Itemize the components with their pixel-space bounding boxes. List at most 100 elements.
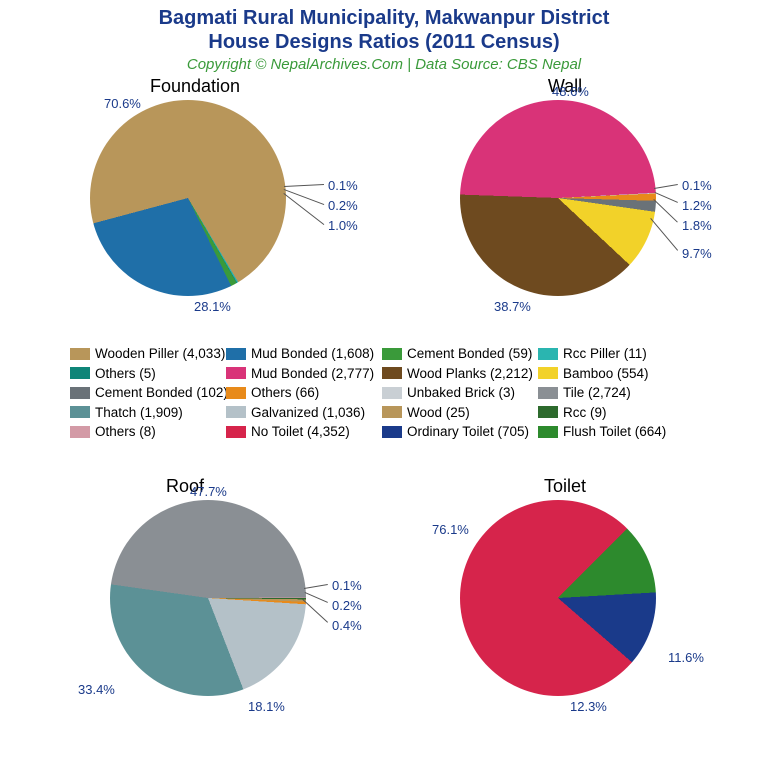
toilet-pie bbox=[460, 500, 656, 696]
legend-swatch bbox=[70, 387, 90, 399]
legend-item: Others (66) bbox=[226, 383, 382, 403]
legend-item: Cement Bonded (102) bbox=[70, 383, 226, 403]
wall-chart: Wall 48.6%38.7%0.1%1.2%1.8%9.7% bbox=[460, 100, 670, 320]
leader-line bbox=[305, 592, 328, 603]
legend-swatch bbox=[70, 348, 90, 360]
legend-item: Unbaked Brick (3) bbox=[382, 383, 538, 403]
legend-item: Others (8) bbox=[70, 422, 226, 442]
pct-label: 1.0% bbox=[328, 218, 358, 233]
main-title: Bagmati Rural Municipality, Makwanpur Di… bbox=[0, 0, 768, 54]
legend-label: Thatch (1,909) bbox=[95, 403, 183, 423]
legend-swatch bbox=[538, 387, 558, 399]
pct-label: 18.1% bbox=[248, 699, 285, 714]
legend: Wooden Piller (4,033) Mud Bonded (1,608) C… bbox=[70, 344, 698, 442]
legend-item: Tile (2,724) bbox=[538, 383, 694, 403]
pct-label: 0.1% bbox=[332, 578, 362, 593]
roof-pie bbox=[110, 500, 306, 696]
pct-label: 33.4% bbox=[78, 682, 115, 697]
pct-label: 28.1% bbox=[194, 299, 231, 314]
legend-swatch bbox=[226, 387, 246, 399]
legend-item: Ordinary Toilet (705) bbox=[382, 422, 538, 442]
pct-label: 12.3% bbox=[570, 699, 607, 714]
leader-line bbox=[654, 184, 678, 189]
legend-label: Others (8) bbox=[95, 422, 156, 442]
legend-swatch bbox=[382, 426, 402, 438]
legend-label: Others (66) bbox=[251, 383, 319, 403]
legend-item: Rcc (9) bbox=[538, 403, 694, 423]
pct-label: 9.7% bbox=[682, 246, 712, 261]
leader-line bbox=[304, 584, 328, 589]
pct-label: 70.6% bbox=[104, 96, 141, 111]
pct-label: 76.1% bbox=[432, 522, 469, 537]
legend-swatch bbox=[70, 426, 90, 438]
chart-container: Bagmati Rural Municipality, Makwanpur Di… bbox=[0, 0, 768, 768]
pct-label: 1.2% bbox=[682, 198, 712, 213]
legend-label: Wooden Piller (4,033) bbox=[95, 344, 225, 364]
pct-label: 0.1% bbox=[328, 178, 358, 193]
title-line-1: Bagmati Rural Municipality, Makwanpur Di… bbox=[159, 7, 610, 29]
legend-item: Wood (25) bbox=[382, 403, 538, 423]
leader-line bbox=[284, 184, 324, 187]
pct-label: 0.2% bbox=[328, 198, 358, 213]
legend-swatch bbox=[538, 367, 558, 379]
legend-swatch bbox=[70, 367, 90, 379]
legend-swatch bbox=[70, 406, 90, 418]
legend-swatch bbox=[226, 348, 246, 360]
pct-label: 11.6% bbox=[668, 650, 704, 665]
leader-line bbox=[653, 199, 678, 223]
pct-label: 0.2% bbox=[332, 598, 362, 613]
legend-swatch bbox=[382, 406, 402, 418]
legend-item: Others (5) bbox=[70, 364, 226, 384]
legend-swatch bbox=[382, 367, 402, 379]
legend-label: Flush Toilet (664) bbox=[563, 422, 666, 442]
subtitle: Copyright © NepalArchives.Com | Data Sou… bbox=[0, 56, 768, 73]
legend-label: Wood (25) bbox=[407, 403, 470, 423]
legend-label: Ordinary Toilet (705) bbox=[407, 422, 529, 442]
legend-swatch bbox=[538, 426, 558, 438]
legend-label: Bamboo (554) bbox=[563, 364, 649, 384]
legend-swatch bbox=[382, 348, 402, 360]
pct-label: 0.1% bbox=[682, 178, 712, 193]
pct-label: 1.8% bbox=[682, 218, 712, 233]
legend-label: Cement Bonded (102) bbox=[95, 383, 228, 403]
legend-label: Rcc (9) bbox=[563, 403, 607, 423]
legend-swatch bbox=[226, 406, 246, 418]
legend-label: Galvanized (1,036) bbox=[251, 403, 365, 423]
legend-item: Galvanized (1,036) bbox=[226, 403, 382, 423]
legend-label: Mud Bonded (2,777) bbox=[251, 364, 374, 384]
legend-swatch bbox=[382, 387, 402, 399]
legend-item: Cement Bonded (59) bbox=[382, 344, 538, 364]
foundation-title: Foundation bbox=[90, 76, 300, 97]
leader-line bbox=[655, 192, 678, 203]
legend-label: Tile (2,724) bbox=[563, 383, 631, 403]
legend-swatch bbox=[538, 406, 558, 418]
legend-swatch bbox=[538, 348, 558, 360]
legend-label: Rcc Piller (11) bbox=[563, 344, 647, 364]
legend-item: Bamboo (554) bbox=[538, 364, 694, 384]
pct-label: 0.4% bbox=[332, 618, 362, 633]
legend-item: Mud Bonded (1,608) bbox=[226, 344, 382, 364]
legend-item: Wood Planks (2,212) bbox=[382, 364, 538, 384]
pct-label: 48.6% bbox=[552, 84, 589, 99]
legend-label: No Toilet (4,352) bbox=[251, 422, 350, 442]
legend-label: Others (5) bbox=[95, 364, 156, 384]
roof-title: Roof bbox=[80, 476, 290, 497]
legend-item: Flush Toilet (664) bbox=[538, 422, 694, 442]
legend-item: Thatch (1,909) bbox=[70, 403, 226, 423]
leader-line bbox=[650, 218, 678, 251]
legend-swatch bbox=[226, 367, 246, 379]
legend-item: Mud Bonded (2,777) bbox=[226, 364, 382, 384]
foundation-pie bbox=[90, 100, 286, 296]
leader-line bbox=[302, 599, 328, 623]
legend-item: Rcc Piller (11) bbox=[538, 344, 694, 364]
legend-item: No Toilet (4,352) bbox=[226, 422, 382, 442]
legend-label: Mud Bonded (1,608) bbox=[251, 344, 374, 364]
legend-label: Wood Planks (2,212) bbox=[407, 364, 533, 384]
legend-label: Unbaked Brick (3) bbox=[407, 383, 515, 403]
legend-item: Wooden Piller (4,033) bbox=[70, 344, 226, 364]
legend-swatch bbox=[226, 426, 246, 438]
wall-pie bbox=[460, 100, 656, 296]
toilet-title: Toilet bbox=[460, 476, 670, 497]
title-line-2: House Designs Ratios (2011 Census) bbox=[208, 31, 559, 53]
pct-label: 38.7% bbox=[494, 299, 531, 314]
